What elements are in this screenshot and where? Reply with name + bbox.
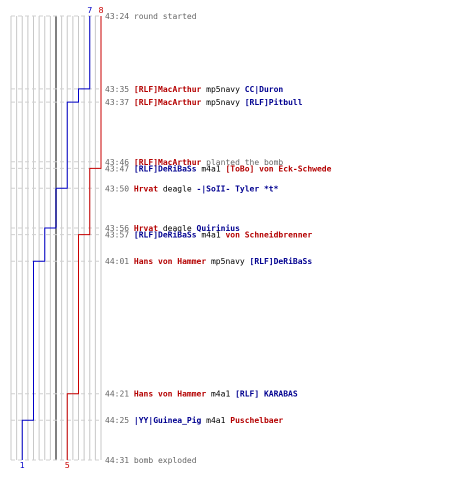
red-team-end-count: 5 xyxy=(65,461,70,470)
event-victim: Quirinius xyxy=(197,223,241,233)
event-victim: [ToBo] von Eck-Schwede xyxy=(225,164,331,173)
event-victim: Puschelbaer xyxy=(230,416,283,425)
event-killer: [RLF]DeRiBaSs xyxy=(134,230,197,240)
event-time: 43:37 xyxy=(105,98,129,107)
event-entry: 43:47 [RLF]DeRiBaSs m4a1 [ToBo] von Eck-… xyxy=(105,163,332,173)
event-killer: |YY|Guinea_Pig xyxy=(134,415,202,425)
event-text: bomb exploded xyxy=(129,456,197,465)
event-victim: CC|Duron xyxy=(245,85,284,94)
event-time: 43:57 xyxy=(105,231,129,240)
event-time: 43:35 xyxy=(105,85,129,94)
event-entry: 43:50 Hrvat deagle -|SoII- Tyler *t* xyxy=(105,184,279,193)
event-time: 44:25 xyxy=(105,416,129,425)
event-time: 43:56 xyxy=(105,224,129,233)
blue-team-end-count: 1 xyxy=(20,461,25,470)
event-victim: [RLF]DeRiBaSs xyxy=(250,256,313,266)
event-killer: Hans von Hammer xyxy=(134,390,206,399)
event-killer: Hrvat xyxy=(134,184,158,193)
blue-team-series-line xyxy=(21,16,91,460)
event-text: planted the bomb xyxy=(201,158,283,167)
event-weapon: m4a1 xyxy=(197,164,226,173)
event-entry: 44:31 bomb exploded xyxy=(105,456,197,465)
event-entry: 44:25 |YY|Guinea_Pig m4a1 Puschelbaer xyxy=(105,415,283,425)
event-log: 43:24 round started 43:35 [RLF]MacArthur … xyxy=(105,12,332,465)
event-actor: [RLF]MacArthur xyxy=(134,158,202,167)
event-weapon: deagle xyxy=(158,224,197,233)
red-team-series-line xyxy=(66,16,102,460)
event-killer: [RLF]MacArthur xyxy=(134,85,202,94)
event-entry: 43:37 [RLF]MacArthur mp5navy [RLF]Pitbul… xyxy=(105,97,303,107)
event-killer: Hans von Hammer xyxy=(134,257,206,266)
event-text: round started xyxy=(129,12,197,21)
event-weapon: m4a1 xyxy=(197,231,226,240)
event-weapon: deagle xyxy=(158,184,197,193)
event-entry: 44:01 Hans von Hammer mp5navy [RLF]DeRiB… xyxy=(105,256,312,266)
event-entry: 44:21 Hans von Hammer m4a1 [RLF] KARABAS xyxy=(105,390,298,399)
event-victim: [RLF] KARABAS xyxy=(235,390,298,399)
event-weapon: m4a1 xyxy=(206,390,235,399)
event-killer: Hrvat xyxy=(134,224,158,233)
event-time: 43:46 xyxy=(105,158,129,167)
event-weapon: mp5navy xyxy=(201,85,244,94)
event-victim: [RLF]Pitbull xyxy=(245,97,303,107)
event-weapon: m4a1 xyxy=(201,416,230,425)
red-team-start-count: 8 xyxy=(98,6,103,15)
event-time: 43:47 xyxy=(105,164,129,173)
event-weapon: mp5navy xyxy=(201,98,244,107)
event-entry: 43:46 [RLF]MacArthur planted the bomb xyxy=(105,158,283,167)
event-time: 44:01 xyxy=(105,257,129,266)
event-time: 44:31 xyxy=(105,456,129,465)
event-entry: 43:35 [RLF]MacArthur mp5navy CC|Duron xyxy=(105,85,283,94)
event-victim: von Schneidbrenner xyxy=(225,230,312,240)
event-time: 44:21 xyxy=(105,390,129,399)
event-weapon: mp5navy xyxy=(206,257,249,266)
event-killer: [RLF]MacArthur xyxy=(134,98,202,107)
player-count-series xyxy=(21,16,102,460)
event-victim: -|SoII- Tyler *t* xyxy=(197,184,279,193)
blue-team-start-count: 7 xyxy=(87,6,92,15)
event-entry: 43:57 [RLF]DeRiBaSs m4a1 von Schneidbren… xyxy=(105,230,312,240)
event-entry: 43:24 round started xyxy=(105,12,197,21)
event-killer: [RLF]DeRiBaSs xyxy=(134,163,197,173)
count-labels: 7 1 8 5 xyxy=(20,6,104,470)
event-entry: 43:56 Hrvat deagle Quirinius xyxy=(105,223,240,233)
event-time: 43:50 xyxy=(105,184,129,193)
event-time: 43:24 xyxy=(105,12,129,21)
